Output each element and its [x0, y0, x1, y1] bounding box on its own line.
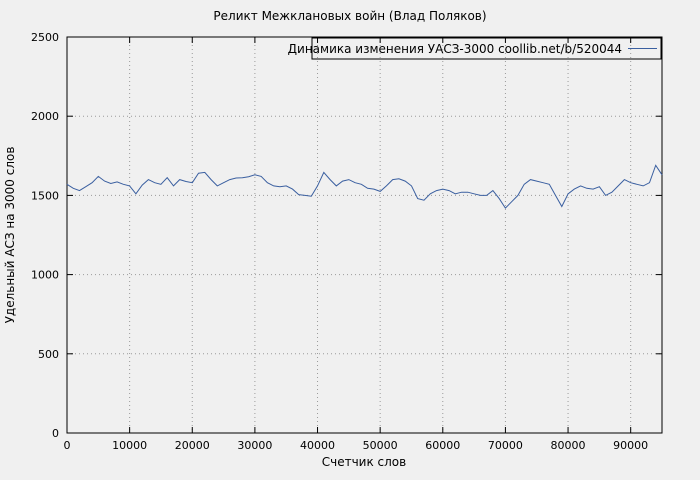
data-line [66, 164, 663, 209]
x-tick-label: 90000 [613, 439, 648, 452]
y-tick-label: 0 [52, 427, 59, 440]
plot-border [66, 36, 663, 434]
x-tick-label: 20000 [175, 439, 210, 452]
x-axis-label: Счетчик слов [322, 455, 406, 469]
chart-title: Реликт Межклановых войн (Влад Поляков) [213, 9, 486, 23]
legend: Динамика изменения УАСЗ-3000 coollib.net… [288, 37, 662, 60]
y-tick-label: 2000 [31, 110, 59, 123]
y-tick-label: 500 [38, 348, 59, 361]
legend-box [311, 37, 662, 60]
x-tick-label: 0 [64, 439, 71, 452]
x-tick-label: 60000 [425, 439, 460, 452]
y-tick-label: 1000 [31, 269, 59, 282]
plot-area: 0 10000 20000 30000 40000 50000 60000 70000 8000… [31, 31, 663, 452]
legend-label: Динамика изменения УАСЗ-3000 coollib.net… [288, 42, 622, 56]
x-tick-label: 80000 [551, 439, 586, 452]
x-tick-label: 30000 [237, 439, 272, 452]
x-tick-label: 50000 [363, 439, 398, 452]
x-tick-label: 70000 [488, 439, 523, 452]
y-tick-label: 2500 [31, 31, 59, 44]
x-tick-label: 40000 [300, 439, 335, 452]
y-tick-label: 1500 [31, 189, 59, 202]
x-tick-label: 10000 [112, 439, 147, 452]
y-axis-label: Удельный АСЗ на 3000 слов [3, 147, 17, 324]
